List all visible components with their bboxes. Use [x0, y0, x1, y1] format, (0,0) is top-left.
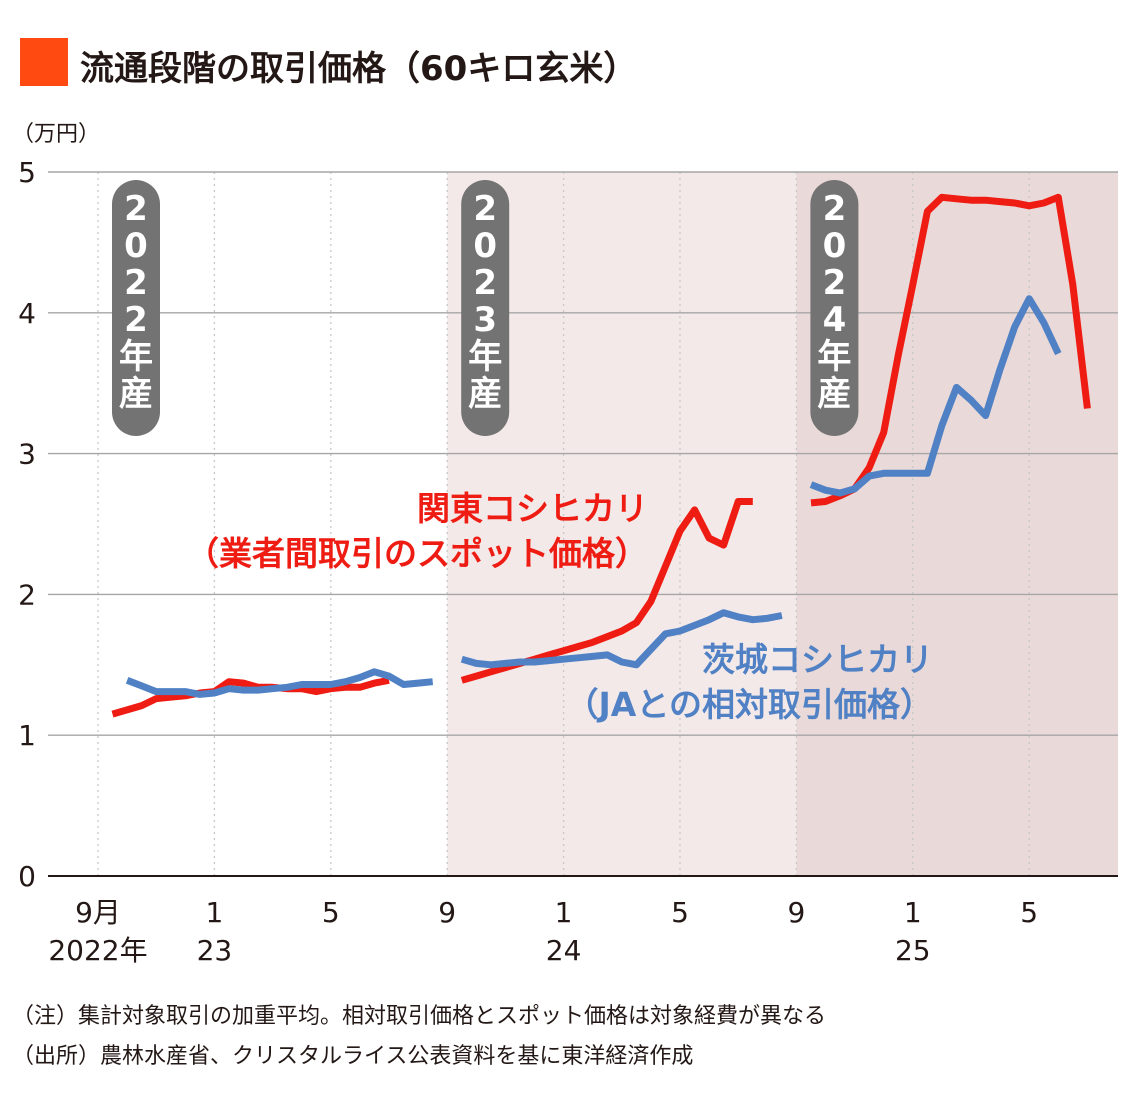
crop-year-pill-char: 年	[468, 337, 502, 377]
kanto-series-label: 関東コシヒカリ	[417, 489, 648, 528]
crop-year-pill-char: 3	[473, 300, 497, 340]
note-source: （出所）農林水産省、クリスタルライス公表資料を基に東洋経済作成	[12, 1044, 694, 1069]
kanto-series-label: （業者間取引のスポット価格）	[186, 534, 648, 573]
crop-year-pill-char: 2	[473, 263, 497, 303]
x-tick-year-label: 25	[895, 934, 931, 967]
x-tick-label: 9月	[75, 896, 121, 929]
crop-year-pill-char: 4	[823, 300, 847, 340]
ibaraki-series-label: （JAとの相対取引価格）	[566, 685, 934, 724]
x-tick-label: 9	[438, 896, 456, 929]
ibaraki-koshihikari-line	[125, 668, 434, 698]
crop-year-pill	[112, 180, 160, 436]
crop-year-pill-char: 産	[119, 374, 153, 414]
crop-year-pill-char: 年	[817, 337, 851, 377]
crop-year-pill-char: 2	[823, 189, 847, 229]
crop-year-pill-char: 0	[473, 226, 497, 266]
crop-year-pill	[461, 180, 510, 436]
ibaraki-koshihikari-line	[809, 295, 1062, 497]
x-tick-year-label: 23	[197, 934, 233, 967]
x-tick-year-label: 24	[546, 934, 582, 967]
crop-year-pill-char: 産	[817, 374, 851, 414]
crop-year-pill-char: 2	[473, 189, 497, 229]
x-tick-label: 5	[671, 896, 689, 929]
y-tick-label: 4	[18, 297, 36, 330]
title-marker	[20, 38, 68, 86]
ibaraki-koshihikari-line	[460, 609, 783, 669]
chart-title: 流通段階の取引価格（60キロ玄米）	[80, 49, 637, 89]
note-remark: （注）集計対象取引の加重平均。相対取引価格とスポット価格は対象経費が異なる	[12, 1004, 827, 1029]
crop-year-pill-char: 0	[124, 226, 148, 266]
y-tick-label: 1	[18, 719, 36, 752]
crop-year-pill-char: 0	[823, 226, 847, 266]
x-tick-label: 1	[555, 896, 573, 929]
crop-year-pill-char: 2	[124, 300, 148, 340]
y-tick-label: 2	[18, 578, 36, 611]
x-tick-year-label: 2022年	[48, 934, 147, 967]
y-tick-label: 0	[18, 860, 36, 893]
crop-year-pill-char: 2	[124, 263, 148, 303]
y-axis-unit: （万円）	[12, 122, 100, 147]
x-tick-label: 9	[787, 896, 805, 929]
crop-year-pill	[810, 180, 859, 436]
y-tick-label: 5	[18, 156, 36, 189]
crop-year-pill-char: 2	[124, 189, 148, 229]
kanto-koshihikari-line	[111, 676, 390, 718]
x-tick-label: 1	[205, 896, 223, 929]
y-tick-label: 3	[18, 438, 36, 471]
crop-year-pill-char: 2	[823, 263, 847, 303]
ibaraki-series-label: 茨城コシヒカリ	[702, 640, 933, 679]
crop-year-pill-char: 年	[119, 337, 153, 377]
x-tick-label: 5	[1020, 896, 1038, 929]
x-tick-label: 1	[904, 896, 922, 929]
x-tick-label: 5	[322, 896, 340, 929]
crop-year-pill-char: 産	[468, 374, 502, 414]
price-chart: 流通段階の取引価格（60キロ玄米） （万円） 2022年産2023年産2024年…	[12, 38, 1118, 967]
